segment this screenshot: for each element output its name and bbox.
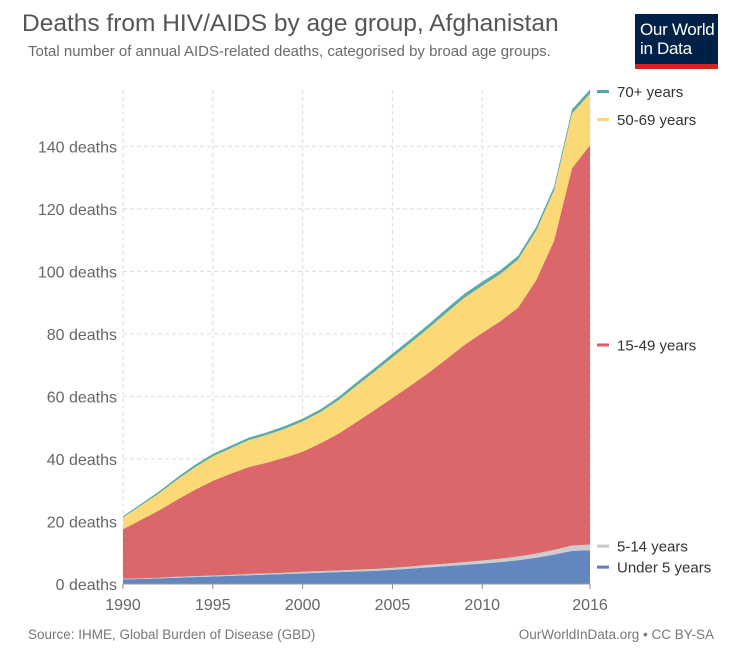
legend-label[interactable]: 5-14 years (617, 539, 688, 556)
axis-layer: 0 deaths 20 deaths 40 deaths 60 deaths 80 de… (38, 139, 608, 614)
y-tick-label: 120 deaths (38, 202, 117, 219)
legend-label[interactable]: 70+ years (617, 84, 683, 101)
area-layer (123, 89, 590, 584)
y-tick-label: 0 deaths (56, 577, 117, 594)
y-tick-label: 140 deaths (38, 139, 117, 156)
x-tick-label: 2016 (572, 597, 608, 614)
footer-source[interactable]: Source: IHME, Global Burden of Disease (… (28, 627, 316, 642)
legend-layer: Under 5 years 5-14 years 15-49 years 50-69 … (597, 84, 711, 577)
y-tick-label: 100 deaths (38, 264, 117, 281)
area-50-69-years[interactable] (123, 93, 590, 530)
logo-line-1: Our World (640, 20, 715, 39)
y-tick-label: 20 deaths (47, 514, 117, 531)
x-tick-label: 2010 (464, 597, 500, 614)
legend-label[interactable]: 15-49 years (617, 337, 696, 354)
x-tick-label: 2000 (285, 597, 321, 614)
chart-subtitle: Total number of annual AIDS-related deat… (28, 43, 551, 60)
area-5-14-years[interactable] (123, 544, 590, 580)
legend-label[interactable]: Under 5 years (617, 560, 711, 577)
y-tick-label: 80 deaths (47, 327, 117, 344)
x-tick-label: 1995 (195, 597, 231, 614)
legend-label[interactable]: 50-69 years (617, 112, 696, 129)
y-tick-label: 60 deaths (47, 389, 117, 406)
logo-line-2: in Data (640, 39, 692, 58)
x-tick-label: 1990 (105, 597, 141, 614)
footer-license[interactable]: OurWorldInData.org • CC BY-SA (518, 627, 714, 642)
owid-logo[interactable]: Our World in Data (635, 14, 718, 69)
y-tick-label: 40 deaths (47, 452, 117, 469)
chart-title: Deaths from HIV/AIDS by age group, Afgha… (22, 10, 559, 37)
x-tick-label: 2005 (375, 597, 411, 614)
area-15-49-years[interactable] (123, 145, 590, 579)
